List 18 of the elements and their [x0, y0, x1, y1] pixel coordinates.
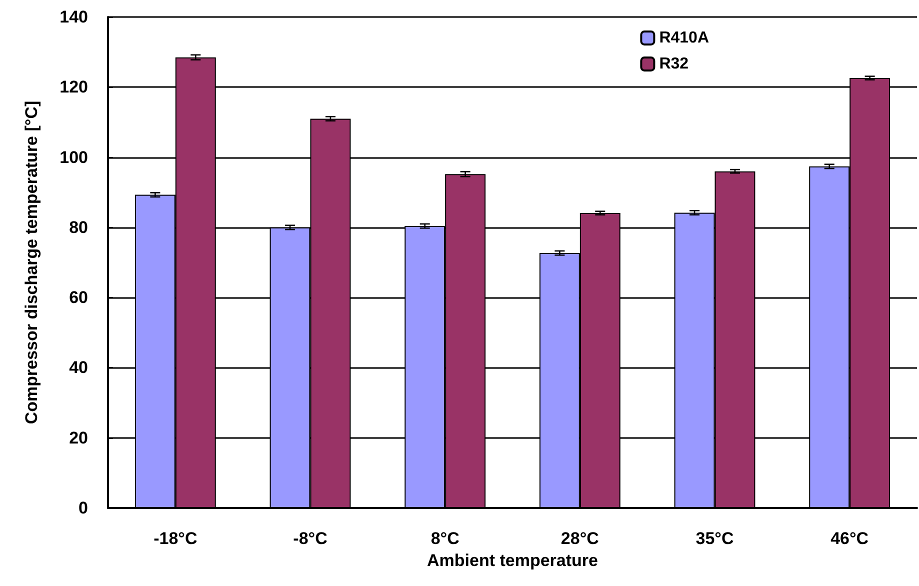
y-tick-label: 0 [78, 498, 88, 518]
y-tick-label: 120 [60, 78, 88, 97]
y-tick-label: 100 [60, 148, 88, 167]
x-tick-label: -8°C [293, 529, 328, 548]
x-tick-label: -18°C [154, 529, 198, 548]
legend-label: R410A [659, 30, 710, 46]
y-tick-label: 140 [60, 8, 88, 26]
y-axis-title: Compressor discharge temperature [°C] [22, 100, 41, 424]
x-axis-title: Ambient temperature [427, 550, 598, 570]
y-tick-label: 20 [69, 428, 88, 448]
y-tick-label: 80 [69, 218, 88, 237]
x-tick-label: 35°C [696, 529, 734, 548]
x-tick-label: 8°C [430, 529, 460, 548]
x-tick-label: 28°C [560, 529, 599, 548]
legend-label: R32 [659, 56, 689, 72]
y-tick-label: 60 [69, 288, 88, 308]
x-tick-label: 46°C [830, 529, 869, 548]
y-tick-label: 40 [69, 358, 88, 378]
